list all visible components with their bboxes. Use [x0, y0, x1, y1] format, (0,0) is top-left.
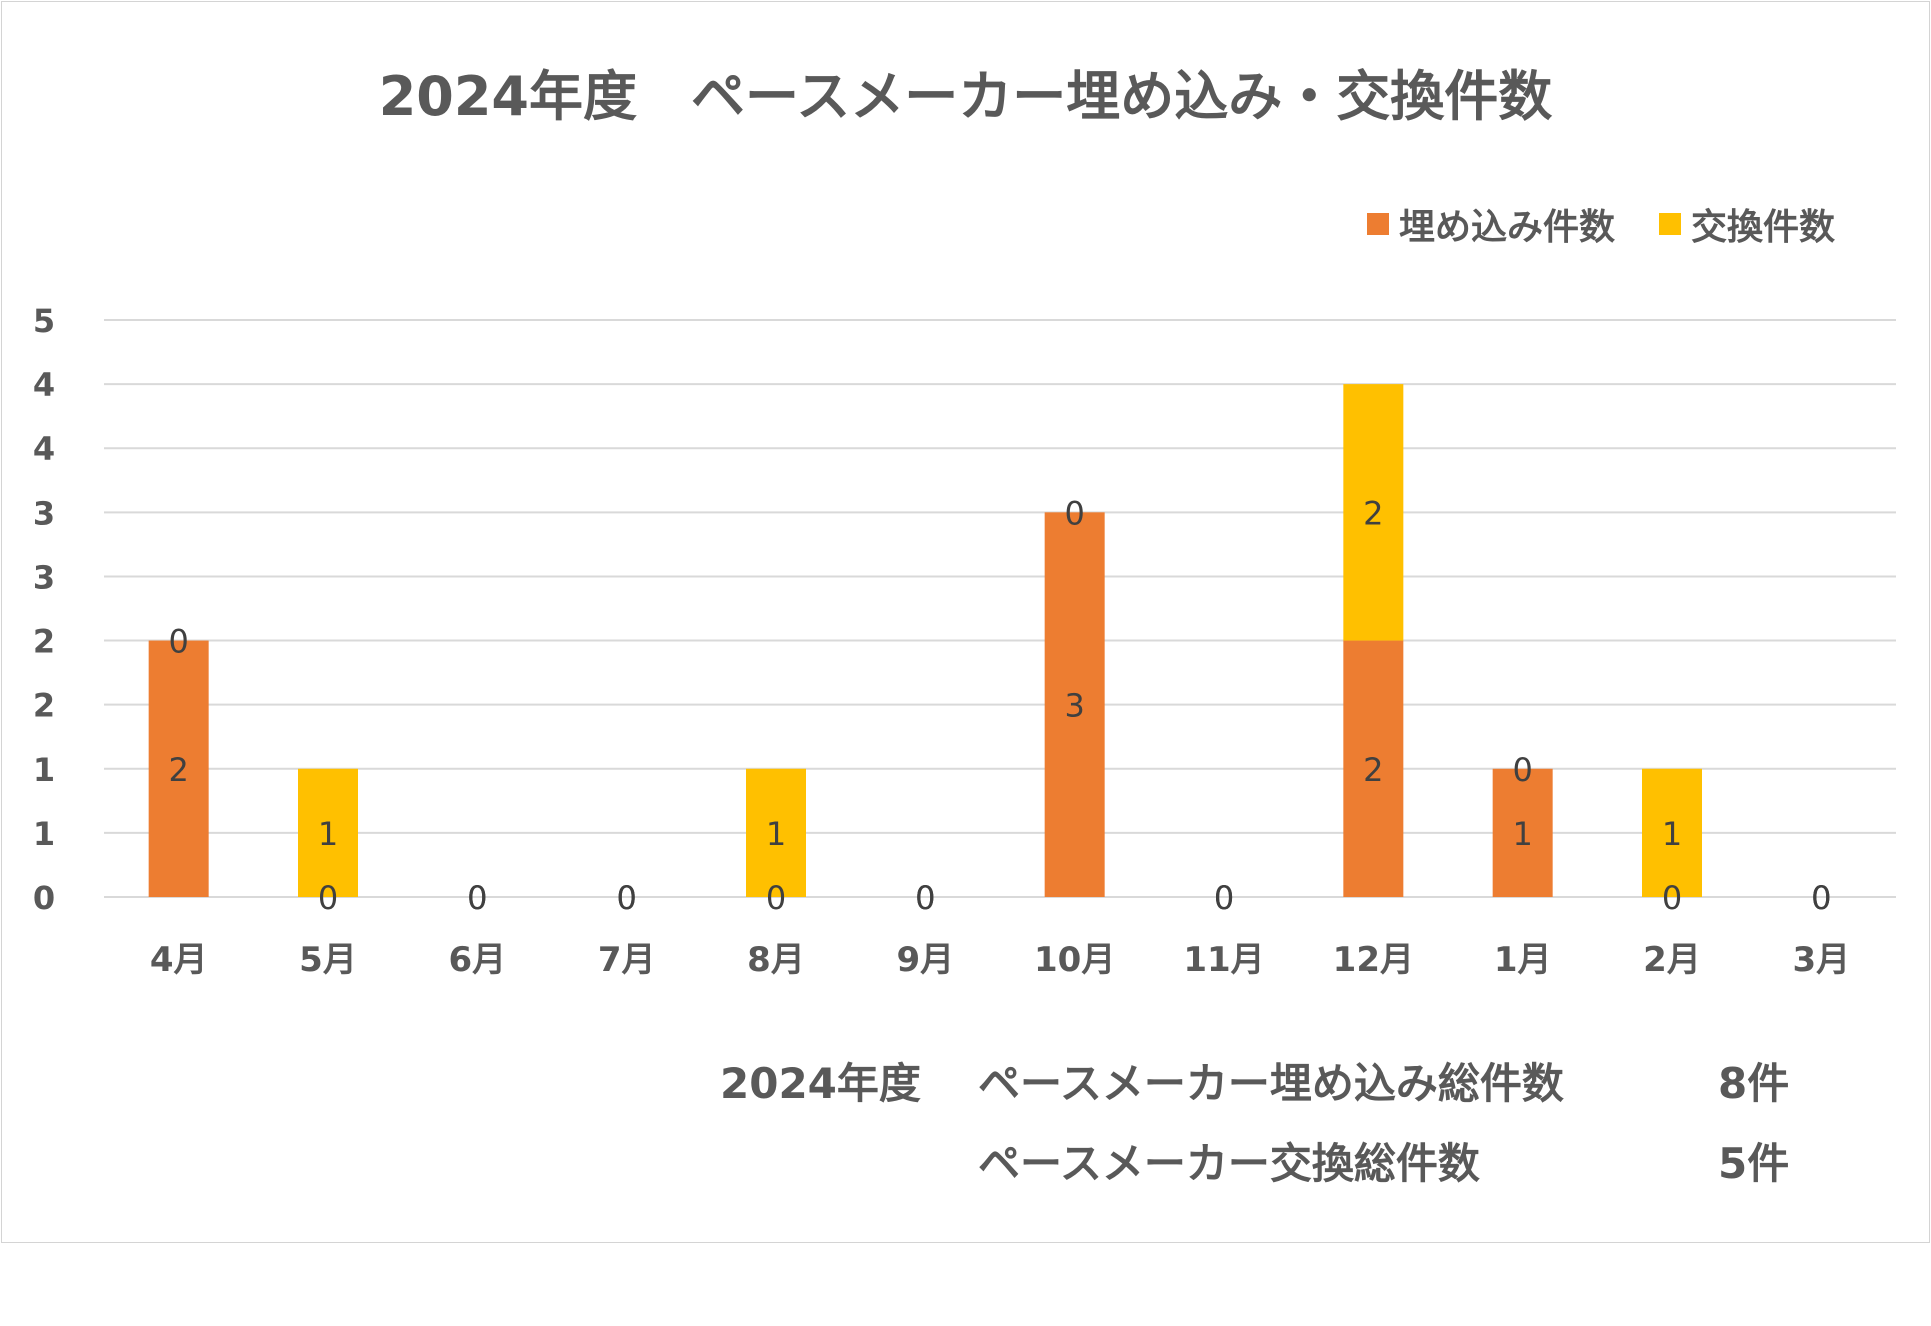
chart-title: 2024年度 ペースメーカー埋め込み・交換件数 — [378, 65, 1553, 128]
y-tick-label: 1 — [33, 815, 55, 853]
y-tick-label: 3 — [33, 494, 55, 532]
data-label-exchange: 1 — [318, 815, 338, 853]
x-tick-label: 11月 — [1183, 940, 1264, 980]
y-tick-label: 2 — [33, 623, 55, 661]
x-tick-label: 7月 — [598, 940, 656, 980]
summary-row-implant: 2024年度 ペースメーカー埋め込み総件数 8件 — [720, 1050, 1789, 1130]
y-tick-label: 1 — [33, 751, 55, 789]
legend-label-exchange: 交換件数 — [1690, 207, 1835, 248]
data-label-exchange: 0 — [467, 879, 487, 917]
data-label-exchange: 0 — [1214, 879, 1234, 917]
legend-item-exchange: 交換件数 — [1658, 198, 1835, 250]
y-tick-label: 5 — [33, 302, 55, 340]
data-label-exchange: 0 — [915, 879, 935, 917]
data-label-implant: 0 — [766, 879, 786, 917]
data-label-exchange: 0 — [1064, 494, 1084, 532]
y-tick-label: 3 — [33, 558, 55, 596]
x-tick-label: 12月 — [1333, 940, 1414, 980]
summary-implant-label: ペースメーカー埋め込み総件数 — [978, 1059, 1564, 1108]
bar-implant — [148, 640, 209, 897]
data-label-implant: 0 — [616, 879, 636, 917]
data-label-implant: 0 — [1662, 879, 1682, 917]
data-label-implant: 0 — [1214, 879, 1234, 917]
summary-block: 2024年度 ペースメーカー埋め込み総件数 8件 ペースメーカー交換総件数 5件 — [720, 1050, 1789, 1210]
y-tick-label: 4 — [33, 430, 55, 468]
summary-exchange-label: ペースメーカー交換総件数 — [978, 1139, 1480, 1188]
x-tick-label: 10月 — [1034, 940, 1115, 980]
bar-exchange — [1343, 384, 1404, 641]
y-tick-label: 2 — [33, 687, 55, 725]
legend-swatch-implant — [1366, 213, 1389, 235]
x-tick-label: 1月 — [1494, 940, 1552, 980]
summary-implant-value: 8件 — [1718, 1059, 1790, 1108]
x-tick-label: 3月 — [1792, 940, 1850, 980]
data-label-exchange: 0 — [1811, 879, 1831, 917]
y-tick-label: 4 — [33, 366, 55, 404]
data-label-exchange: 0 — [1512, 751, 1532, 789]
data-label-implant: 1 — [1512, 815, 1532, 853]
y-tick-label: 0 — [33, 879, 55, 917]
legend-item-implant: 埋め込み件数 — [1366, 198, 1615, 250]
x-tick-label: 4月 — [150, 940, 208, 980]
data-label-implant: 0 — [915, 879, 935, 917]
data-label-implant: 0 — [467, 879, 487, 917]
bar-implant — [1044, 512, 1105, 897]
data-label-exchange: 0 — [616, 879, 636, 917]
data-label-exchange: 0 — [168, 623, 188, 661]
x-tick-label: 2月 — [1643, 940, 1701, 980]
data-label-implant: 0 — [1811, 879, 1831, 917]
summary-row-exchange: ペースメーカー交換総件数 5件 — [720, 1130, 1789, 1210]
legend-label-implant: 埋め込み件数 — [1398, 207, 1615, 248]
x-tick-label: 6月 — [448, 940, 506, 980]
bar-exchange — [746, 768, 806, 897]
data-label-implant: 2 — [168, 751, 188, 789]
chart-frame — [1, 1, 1930, 1243]
data-label-implant: 2 — [1363, 751, 1383, 789]
data-label-exchange: 2 — [1363, 494, 1383, 532]
x-tick-label: 8月 — [747, 940, 805, 980]
summary-exchange-value: 5件 — [1718, 1139, 1790, 1188]
x-tick-label: 9月 — [896, 940, 954, 980]
bar-implant — [1492, 768, 1553, 897]
summary-year-label: 2024年度 — [720, 1059, 921, 1108]
legend-swatch-exchange — [1658, 213, 1681, 235]
bar-exchange — [298, 768, 358, 897]
legend: 埋め込み件数 交換件数 — [1323, 198, 1835, 250]
x-tick-label: 5月 — [299, 940, 357, 980]
bar-exchange — [1642, 768, 1702, 897]
data-label-exchange: 1 — [1662, 815, 1682, 853]
data-label-exchange: 1 — [766, 815, 786, 853]
bar-chart-plot: 0 1 1 2 2 3 3 4 4 5 2 0 4月 0 1 5月 0 0 6月 0 0 7月 0 1 8月 0 0 9月 3 0 10月 0… — [33, 302, 1896, 980]
data-label-implant: 0 — [318, 879, 338, 917]
data-label-implant: 3 — [1064, 687, 1084, 725]
bar-implant — [1343, 640, 1404, 897]
